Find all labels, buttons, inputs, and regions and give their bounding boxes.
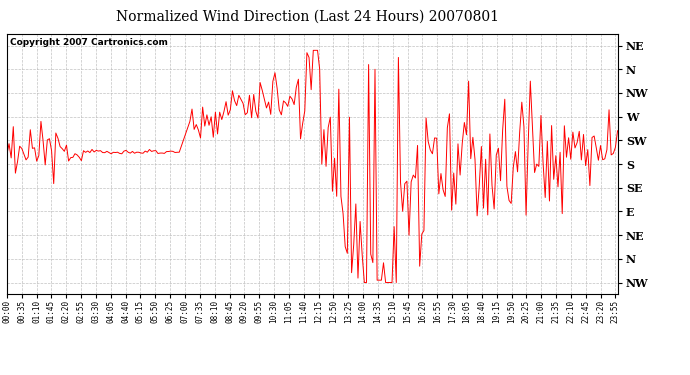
Text: Normalized Wind Direction (Last 24 Hours) 20070801: Normalized Wind Direction (Last 24 Hours… xyxy=(115,9,499,23)
Text: Copyright 2007 Cartronics.com: Copyright 2007 Cartronics.com xyxy=(10,38,168,46)
